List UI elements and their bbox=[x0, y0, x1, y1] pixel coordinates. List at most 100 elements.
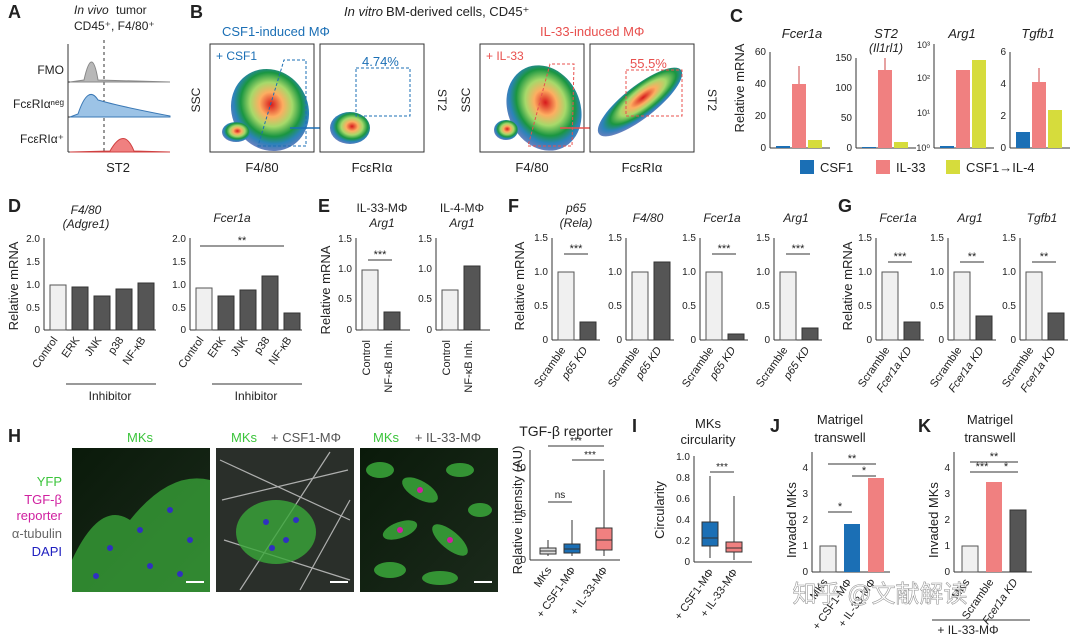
bar-g-fcer1a-kd bbox=[903, 321, 921, 341]
panel-f-s3-ticks: 0 0.5 1.0 1.5 bbox=[682, 233, 696, 346]
bar-c-arg1-il33 bbox=[956, 70, 970, 148]
fce-neg-histogram bbox=[69, 93, 171, 118]
xlabel-f3-scramble: Scramble bbox=[680, 345, 716, 390]
panel-c-tgfb1-ticks: 0 2 4 6 bbox=[1000, 47, 1006, 154]
panel-c: C Relative mRNA Fcer1a 0 20 40 60 ST2 (I… bbox=[730, 6, 1070, 175]
panel-k-ylabel: Invaded MKs bbox=[926, 482, 941, 558]
box-i-il33 bbox=[725, 496, 743, 560]
panel-j-ylabel: Invaded MKs bbox=[784, 482, 799, 558]
micrograph-csf1-nuclei bbox=[263, 517, 299, 551]
panel-a-row-fmo: FMO bbox=[37, 63, 64, 77]
panel-i: I MKs circularity Circularity 0 0.2 0.4 0.6… bbox=[632, 416, 752, 622]
panel-k-title2: transwell bbox=[964, 430, 1015, 445]
panel-f: F Relative mRNA p65 (Rela) F4/80 Fcer1a … bbox=[508, 196, 822, 390]
xlabel-e1-control: Control bbox=[361, 340, 373, 375]
svg-text:0: 0 bbox=[520, 555, 526, 566]
panel-f-ylabel: Relative mRNA bbox=[512, 241, 527, 330]
bar-k-mks bbox=[961, 545, 979, 573]
xlabel-d2-erk: ERK bbox=[206, 334, 229, 360]
svg-text:6: 6 bbox=[1000, 47, 1006, 58]
svg-text:0.5: 0.5 bbox=[172, 303, 186, 314]
panel-b-right-tag: + IL-33 bbox=[486, 49, 524, 63]
svg-text:1.5: 1.5 bbox=[418, 234, 432, 245]
panel-k-sig-3: * bbox=[1004, 461, 1009, 473]
svg-text:60: 60 bbox=[755, 47, 767, 58]
panel-j-sig-2: * bbox=[838, 501, 843, 513]
svg-text:150: 150 bbox=[835, 53, 852, 64]
xlabel-d1-nfkb: NF-κB bbox=[121, 335, 149, 367]
panel-b-ssc-right: SSC bbox=[459, 87, 473, 112]
svg-text:1.5: 1.5 bbox=[172, 257, 186, 268]
svg-text:0: 0 bbox=[1000, 143, 1006, 154]
bar-k-scramble bbox=[986, 482, 1002, 572]
panel-a: A In vivo tumor CD45⁺, F4/80⁺ FMO FcεRIα… bbox=[8, 2, 171, 175]
bar-f-arg1-kd bbox=[801, 327, 819, 341]
svg-text:1.0: 1.0 bbox=[534, 267, 548, 278]
svg-text:0.8: 0.8 bbox=[676, 473, 690, 484]
bar-d-fcer1a-control bbox=[195, 287, 213, 331]
panel-d-left-group: Inhibitor bbox=[89, 389, 132, 403]
panel-g-s1-sig: *** bbox=[894, 251, 908, 263]
svg-text:1.0: 1.0 bbox=[930, 267, 944, 278]
svg-text:0.4: 0.4 bbox=[676, 515, 690, 526]
svg-text:1.5: 1.5 bbox=[608, 233, 622, 244]
svg-text:0.5: 0.5 bbox=[930, 301, 944, 312]
svg-text:1.0: 1.0 bbox=[682, 267, 696, 278]
micrograph-csf1-colony bbox=[236, 500, 316, 564]
panel-b: B In vitro BM-derived cells, CD45⁺ CSF1-… bbox=[189, 2, 719, 175]
bar-d-f480-p38 bbox=[115, 288, 133, 331]
bar-f-p65-scramble bbox=[557, 271, 575, 341]
bar-d-fcer1a-jnk bbox=[239, 289, 257, 331]
svg-text:1.5: 1.5 bbox=[1002, 233, 1016, 244]
svg-text:40: 40 bbox=[755, 79, 767, 90]
panel-d-ylabel: Relative mRNA bbox=[6, 241, 21, 330]
panel-h-plot-title: TGF-β reporter bbox=[519, 423, 613, 439]
panel-b-right-title: IL-33-induced MΦ bbox=[540, 24, 644, 39]
bar-c-tgfb1-csf1 bbox=[1016, 132, 1030, 148]
panel-g-sub2: 0 0.5 1.0 1.5 ** bbox=[930, 233, 996, 346]
panel-i-ylabel: Circularity bbox=[652, 481, 667, 539]
bar-d-fcer1a-nfkb bbox=[283, 312, 301, 331]
panel-c-arg1-ticks: 10⁰ 10¹ 10² 10³ bbox=[916, 40, 930, 153]
panel-e-xlabels: Control NF-κB Inh. Control NF-κB Inh. bbox=[361, 340, 475, 393]
panel-g-s3-sig: ** bbox=[1040, 251, 1049, 263]
svg-text:3: 3 bbox=[944, 489, 950, 500]
panel-c-st2-alias: (Il1rl1) bbox=[869, 41, 903, 55]
panel-b-left-tag: + CSF1 bbox=[216, 49, 257, 63]
panel-label-c: C bbox=[730, 6, 743, 26]
bar-c-st2-il33 bbox=[878, 70, 892, 148]
bar-e-il33-control bbox=[361, 269, 379, 331]
panel-a-row-pos: FcεRIα⁺ bbox=[20, 132, 64, 146]
legend-il4: CSF1→IL-4 bbox=[966, 160, 1035, 175]
panel-g-s3-ticks: 0 0.5 1.0 1.5 bbox=[1002, 233, 1016, 346]
svg-text:1: 1 bbox=[802, 541, 808, 552]
svg-text:2.0: 2.0 bbox=[172, 234, 186, 245]
panel-d-right-ticks: 0 0.5 1.0 1.5 2.0 bbox=[172, 234, 186, 336]
xlabel-e2-nfkb: NF-κB Inh. bbox=[463, 340, 475, 393]
panel-b-xlabel-f480-left: F4/80 bbox=[245, 160, 278, 175]
panel-d-right-xlabels: Control ERK JNK p38 NF-κB bbox=[176, 334, 294, 370]
svg-text:0: 0 bbox=[802, 567, 808, 578]
svg-text:0: 0 bbox=[760, 143, 766, 154]
panel-e-gene1: Arg1 bbox=[368, 216, 394, 230]
svg-text:10⁰: 10⁰ bbox=[916, 143, 930, 153]
panel-h: H YFP TGF-β reporter α-tubulin DAPI MKs … bbox=[8, 423, 620, 620]
bar-c-arg1-csf1 bbox=[940, 146, 954, 148]
bar-g-fcer1a-scramble bbox=[881, 271, 899, 341]
svg-text:1.5: 1.5 bbox=[858, 233, 872, 244]
panel-f-xlabels: Scramble p65 KD Scramble p65 KD Scramble… bbox=[532, 345, 813, 390]
bar-c-tgfb1-il4 bbox=[1048, 110, 1062, 148]
bar-j-csf1 bbox=[844, 524, 860, 572]
panel-g-s1-ticks: 0 0.5 1.0 1.5 bbox=[858, 233, 872, 346]
xlabel-f2-scramble: Scramble bbox=[606, 345, 642, 390]
bar-j-mks bbox=[819, 545, 837, 573]
flow-density-il33-low bbox=[494, 120, 518, 140]
svg-text:0.5: 0.5 bbox=[756, 301, 770, 312]
panel-c-ylabel: Relative mRNA bbox=[732, 43, 747, 132]
xlabel-d2-jnk: JNK bbox=[229, 334, 251, 358]
micrograph-mks-nuclei bbox=[93, 507, 193, 579]
panel-i-title2: circularity bbox=[681, 432, 736, 447]
svg-text:0: 0 bbox=[764, 335, 770, 346]
box-h-csf1 bbox=[563, 520, 581, 556]
